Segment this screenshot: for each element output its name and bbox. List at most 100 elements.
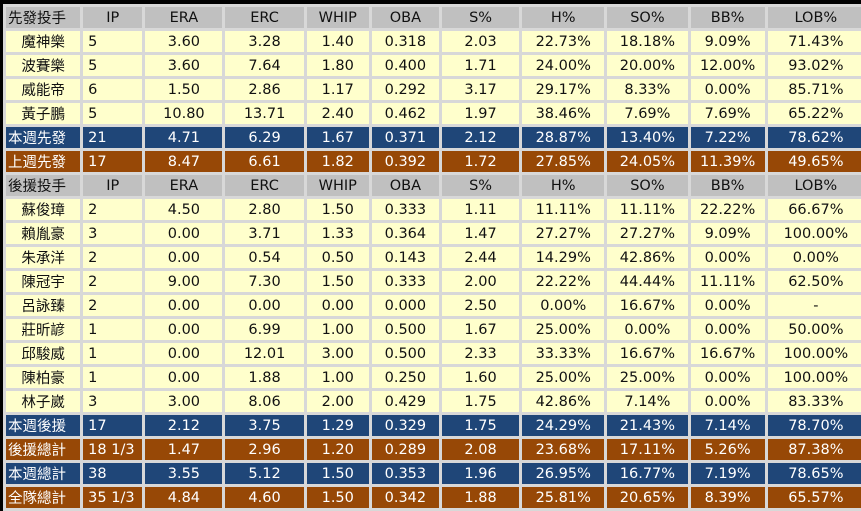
stat-cell: 1.29 — [306, 415, 369, 436]
column-header: IP — [83, 7, 143, 28]
player-row: 莊昕諺 1 0.00 6.99 1.00 0.500 1.67 25.00% 0.00% 0.00… — [6, 319, 861, 340]
stat-cell: 0.00% — [690, 79, 765, 100]
totals-row: 本週後援 17 2.12 3.75 1.29 0.329 1.75 24.29% 21.43% 7… — [6, 415, 861, 436]
stat-cell: 0.00 — [145, 247, 223, 268]
stat-cell: 3.00 — [145, 391, 223, 412]
stat-cell: 5.12 — [225, 463, 304, 484]
stat-cell: 83.33% — [767, 391, 861, 412]
row-label: 蘇俊璋 — [6, 199, 81, 220]
section-header: 先發投手 — [6, 7, 81, 28]
stat-cell: 4.60 — [225, 487, 304, 508]
stat-cell: 14.29% — [522, 247, 605, 268]
stat-cell: 0.289 — [371, 439, 439, 460]
stat-cell: 7.22% — [690, 127, 765, 148]
stat-cell: 1 — [83, 367, 143, 388]
stat-cell: 0.00 — [145, 223, 223, 244]
stat-cell: 0.00 — [145, 295, 223, 316]
stat-cell: 2 — [83, 295, 143, 316]
stat-cell: 65.22% — [767, 103, 861, 124]
stat-cell: 0.00% — [607, 319, 688, 340]
stat-cell: 0.00 — [145, 367, 223, 388]
stat-cell: 25.81% — [522, 487, 605, 508]
row-label: 威能帝 — [6, 79, 81, 100]
stat-cell: 7.14% — [690, 415, 765, 436]
stat-cell: 0.250 — [371, 367, 439, 388]
stat-cell: 1.72 — [441, 151, 520, 172]
row-label: 本週總計 — [6, 463, 81, 484]
row-label: 魔神樂 — [6, 31, 81, 52]
stat-cell: 5 — [83, 103, 143, 124]
stat-cell: 16.67% — [607, 343, 688, 364]
stat-cell: 2.44 — [441, 247, 520, 268]
stat-cell: 35 1/3 — [83, 487, 143, 508]
player-row: 林子崴 3 3.00 8.06 2.00 0.429 1.75 42.86% 7.14% 0.00… — [6, 391, 861, 412]
stat-cell: 7.14% — [607, 391, 688, 412]
stat-cell: 3.00 — [306, 343, 369, 364]
stat-cell: 2.12 — [145, 415, 223, 436]
stat-cell: 24.05% — [607, 151, 688, 172]
stat-cell: 1 — [83, 319, 143, 340]
stat-cell: 1.00 — [306, 319, 369, 340]
column-header: WHIP — [306, 175, 369, 196]
stat-cell: 2.96 — [225, 439, 304, 460]
stat-cell: 3.60 — [145, 55, 223, 76]
stat-cell: 1.11 — [441, 199, 520, 220]
stat-cell: 1.88 — [441, 487, 520, 508]
row-label: 呂詠臻 — [6, 295, 81, 316]
stat-cell: 0.371 — [371, 127, 439, 148]
stat-cell: 78.62% — [767, 127, 861, 148]
stat-cell: 1.40 — [306, 31, 369, 52]
stat-cell: 87.38% — [767, 439, 861, 460]
stat-cell: 7.64 — [225, 55, 304, 76]
stat-cell: 21.43% — [607, 415, 688, 436]
pitching-stats-table: 先發投手 IP ERA ERC WHIP OBA S% H% SO% BB% LOB% 魔神樂 5 3.6… — [3, 4, 861, 511]
stat-cell: 2.50 — [441, 295, 520, 316]
stat-cell: 20.00% — [607, 55, 688, 76]
stat-cell: 1.67 — [306, 127, 369, 148]
stat-cell: 2.80 — [225, 199, 304, 220]
stat-cell: 38.46% — [522, 103, 605, 124]
stat-cell: 1.96 — [441, 463, 520, 484]
stat-cell: 100.00% — [767, 223, 861, 244]
stat-cell: 3.17 — [441, 79, 520, 100]
stat-cell: 0.000 — [371, 295, 439, 316]
stat-cell: 16.67% — [607, 295, 688, 316]
stat-cell: 8.47 — [145, 151, 223, 172]
column-header: SO% — [607, 7, 688, 28]
stat-cell: 16.67% — [690, 343, 765, 364]
stat-cell: 49.65% — [767, 151, 861, 172]
stat-cell: 7.69% — [607, 103, 688, 124]
stat-cell: 0.364 — [371, 223, 439, 244]
stat-cell: 27.85% — [522, 151, 605, 172]
player-row: 魔神樂 5 3.60 3.28 1.40 0.318 2.03 22.73% 18.18% 9.0… — [6, 31, 861, 52]
column-header: ERC — [225, 7, 304, 28]
player-row: 陳柏豪 1 0.00 1.88 1.00 0.250 1.60 25.00% 25.00% 0.0… — [6, 367, 861, 388]
row-label: 邱駿威 — [6, 343, 81, 364]
column-header: ERC — [225, 175, 304, 196]
stat-cell: 0.318 — [371, 31, 439, 52]
column-header: S% — [441, 175, 520, 196]
stat-cell: 0.392 — [371, 151, 439, 172]
stat-cell: 5.26% — [690, 439, 765, 460]
stat-cell: 100.00% — [767, 367, 861, 388]
stat-cell: 2.86 — [225, 79, 304, 100]
player-row: 陳冠宇 2 9.00 7.30 1.50 0.333 2.00 22.22% 44.44% 11.… — [6, 271, 861, 292]
stat-cell: 6.29 — [225, 127, 304, 148]
totals-row: 本週先發 21 4.71 6.29 1.67 0.371 2.12 28.87% 13.40% 7… — [6, 127, 861, 148]
stat-cell: 17 — [83, 151, 143, 172]
stat-cell: 3 — [83, 223, 143, 244]
stat-cell: 1.17 — [306, 79, 369, 100]
stat-cell: 42.86% — [522, 391, 605, 412]
stat-cell: 0.00% — [767, 247, 861, 268]
stat-cell: 1.50 — [306, 271, 369, 292]
stat-cell: 1.47 — [145, 439, 223, 460]
stat-cell: 13.71 — [225, 103, 304, 124]
header-row: 先發投手 IP ERA ERC WHIP OBA S% H% SO% BB% LOB% — [6, 7, 861, 28]
stat-cell: 0.00 — [306, 295, 369, 316]
player-row: 波賽樂 5 3.60 7.64 1.80 0.400 1.71 24.00% 20.00% 12.… — [6, 55, 861, 76]
row-label: 後援總計 — [6, 439, 81, 460]
stat-cell: 0.333 — [371, 199, 439, 220]
stat-cell: 85.71% — [767, 79, 861, 100]
stat-cell: 0.00 — [145, 343, 223, 364]
stat-cell: 2 — [83, 271, 143, 292]
